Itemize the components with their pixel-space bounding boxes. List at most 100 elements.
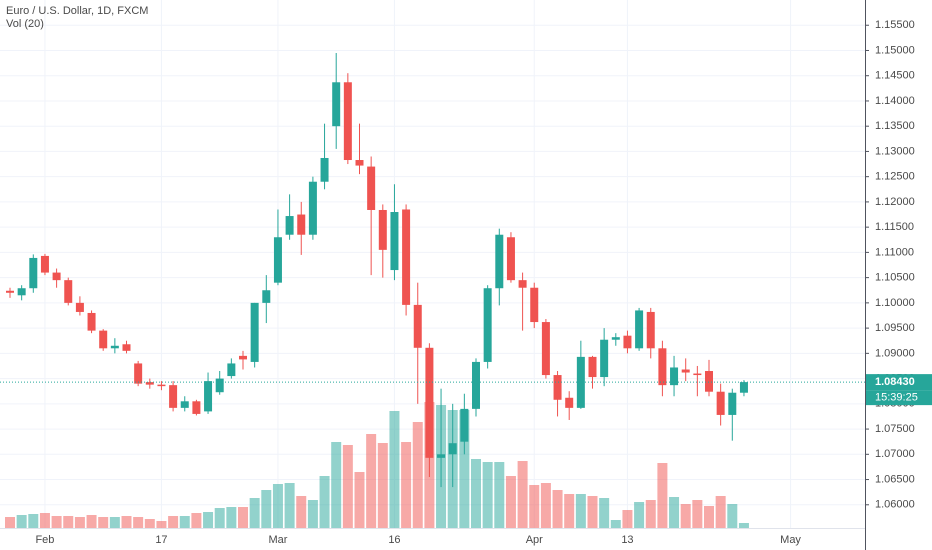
y-tick-label: 1.10000 [875, 297, 915, 309]
candle-body [239, 355, 247, 360]
candle-body [75, 302, 84, 312]
volume-bar [540, 483, 551, 528]
candle-body [273, 237, 282, 283]
volume-bar [296, 496, 307, 528]
candle-body [169, 385, 178, 408]
y-tick-label: 1.09000 [875, 347, 915, 359]
candle-body [413, 304, 422, 348]
volume-bar [39, 513, 50, 528]
volume-bar [680, 504, 691, 528]
y-tick-label: 1.15500 [875, 19, 915, 31]
candle-body [448, 443, 457, 455]
y-tick-label: 1.11000 [875, 246, 914, 258]
candle-body [285, 216, 294, 235]
candle-body [40, 255, 49, 273]
volume-bar [552, 490, 563, 528]
candle-body [506, 237, 515, 281]
candle-body [29, 257, 38, 289]
y-tick-label: 1.14000 [875, 95, 915, 107]
candle-body [157, 384, 166, 387]
candle-body [716, 391, 725, 415]
candle-body [646, 311, 655, 349]
candle-body [332, 82, 341, 127]
y-tick-label: 1.06500 [875, 473, 915, 485]
candle-body [705, 371, 713, 392]
candle-body [693, 373, 702, 376]
candle-body [623, 335, 632, 349]
volume-bar [63, 516, 74, 528]
x-tick-label: 13 [621, 534, 633, 546]
volume-bar [354, 472, 365, 528]
volume-bar [74, 517, 85, 528]
candle-body [588, 356, 597, 378]
y-tick-label: 1.06000 [875, 499, 915, 511]
candle-body [297, 214, 306, 235]
candle-body [402, 209, 411, 305]
volume-bar [133, 517, 144, 528]
candle-body [541, 322, 550, 376]
volume-bar [272, 484, 283, 528]
chart-title: Euro / U.S. Dollar, 1D, FXCM [6, 5, 148, 17]
candle-body [250, 302, 259, 362]
volume-bar [51, 516, 62, 528]
volume-bar [377, 443, 388, 528]
volume-bar [564, 494, 575, 528]
volume-bar [412, 422, 423, 528]
candle-body [343, 82, 352, 161]
candle-body [17, 288, 26, 296]
volume-bar [669, 497, 680, 528]
chart-subtitle: Vol (20) [6, 18, 44, 30]
candle-body [460, 408, 469, 442]
volume-bar [342, 445, 353, 528]
candle-body [611, 337, 620, 340]
candle-body [6, 290, 14, 293]
volume-bar [331, 442, 342, 528]
x-tick-label: Feb [35, 534, 54, 546]
candle-body [192, 401, 201, 414]
x-tick-label: May [780, 534, 801, 546]
volume-bar [366, 434, 377, 528]
candle-body [227, 363, 236, 377]
candle-body [355, 160, 364, 166]
volume-bar [238, 507, 248, 528]
y-tick-label: 1.13500 [875, 120, 915, 132]
x-tick-label: 17 [155, 534, 167, 546]
last-price-box [866, 374, 932, 391]
candle-body [635, 310, 644, 349]
volume-bar [575, 494, 586, 528]
candle-body [145, 382, 154, 385]
volume-bar [261, 490, 272, 528]
countdown-label: 15:39:25 [875, 392, 918, 404]
y-tick-label: 1.12000 [875, 196, 915, 208]
volume-bar [109, 517, 120, 528]
volume-bar [610, 520, 621, 528]
x-tick-label: Mar [268, 534, 287, 546]
candle-body [530, 287, 539, 323]
candle-body [378, 209, 387, 250]
candle-body [134, 363, 143, 384]
volume-bar [645, 500, 656, 528]
volume-bar [727, 504, 738, 528]
volume-bar [459, 410, 470, 528]
volume-bar [692, 500, 703, 528]
last-price-label: 1.08430 [875, 376, 915, 388]
candle-body [64, 280, 73, 303]
candle-body [576, 356, 585, 408]
volume-bar [156, 521, 167, 528]
volume-bar [634, 502, 645, 528]
countdown-box [866, 390, 932, 406]
volume-bar [307, 500, 318, 528]
volume-bar [505, 476, 516, 528]
y-tick-label: 1.07000 [875, 448, 915, 460]
volume-bar [319, 476, 330, 528]
candle-body [600, 339, 609, 378]
candle-body [52, 272, 61, 281]
candle-body [565, 397, 574, 408]
candle-body [308, 181, 317, 235]
candle-body [215, 378, 224, 393]
volume-bar [494, 462, 505, 528]
volume-bar [622, 510, 633, 528]
candle-body [99, 330, 108, 349]
